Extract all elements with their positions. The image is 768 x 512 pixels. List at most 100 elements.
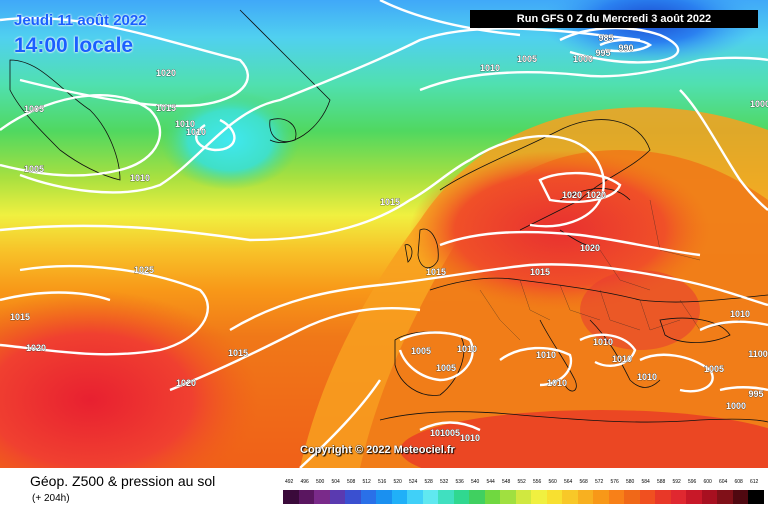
legend-swatch — [283, 490, 299, 504]
legend-tick-label: 596 — [688, 479, 697, 485]
legend-swatch — [407, 490, 423, 504]
legend-tick-label: 552 — [517, 479, 526, 485]
isobar-label: 1015 — [156, 103, 176, 113]
isobar-label: 1020 — [586, 190, 606, 200]
legend-tick-label: 532 — [440, 479, 449, 485]
isobar-label: 1020 — [176, 378, 196, 388]
legend-swatch — [438, 490, 454, 504]
legend-swatch — [314, 490, 330, 504]
legend-swatch — [298, 490, 315, 504]
legend-swatch — [717, 490, 733, 504]
isobar-label: 1010 — [593, 337, 613, 347]
legend-tick-label: 516 — [378, 479, 387, 485]
legend-swatch — [748, 490, 764, 504]
isobars — [0, 0, 768, 468]
isobar-label: 1020 — [26, 343, 46, 353]
isobar-label: 1005 — [411, 346, 431, 356]
isobar-label: 1010 — [536, 350, 556, 360]
legend-swatch — [391, 490, 408, 504]
legend-tick-label: 580 — [626, 479, 635, 485]
isobar-label: 1000 — [573, 54, 593, 64]
isobar-label: 985 — [598, 33, 613, 43]
copyright: Copyright © 2022 Meteociel.fr — [300, 444, 455, 456]
footer-title: Géop. Z500 & pression au sol — [30, 473, 216, 489]
legend-tick-label: 492 — [285, 479, 294, 485]
isobar-label: 1020 — [156, 68, 176, 78]
legend-tick-label: 508 — [347, 479, 356, 485]
legend-swatch — [376, 490, 392, 504]
legend-tick-label: 564 — [564, 479, 573, 485]
legend-tick-label: 524 — [409, 479, 418, 485]
isobar-label: 1005 — [440, 428, 460, 438]
legend-tick-label: 504 — [331, 479, 340, 485]
legend-tick-label: 568 — [579, 479, 588, 485]
legend-tick-label: 604 — [719, 479, 728, 485]
legend-swatch — [670, 490, 687, 504]
isobar-label: 990 — [618, 43, 633, 53]
legend-tick-label: 556 — [533, 479, 542, 485]
legend-tick-label: 544 — [486, 479, 495, 485]
isobar-label: 1010 — [480, 63, 500, 73]
legend-swatch — [422, 490, 439, 504]
legend-swatch — [639, 490, 656, 504]
legend-swatch — [531, 490, 547, 504]
isobar-label: 1025 — [134, 265, 154, 275]
legend-swatch — [624, 490, 640, 504]
legend-tick-label: 608 — [734, 479, 743, 485]
run-info: Run GFS 0 Z du Mercredi 3 août 2022 — [470, 10, 758, 28]
cold-area — [160, 90, 300, 190]
hot-area-atlantic — [0, 290, 260, 468]
isobar-label: 1005 — [436, 363, 456, 373]
legend-swatch — [329, 490, 346, 504]
country-borders — [479, 199, 741, 341]
isobar-label: 1010 — [430, 428, 450, 438]
legend-tick-label: 548 — [502, 479, 511, 485]
isobar-label: 1010 — [612, 354, 632, 364]
legend-tick-label: 512 — [362, 479, 371, 485]
legend-swatch — [546, 490, 563, 504]
legend-tick-label: 520 — [393, 479, 402, 485]
legend-swatch — [608, 490, 625, 504]
legend-tick-label: 528 — [424, 479, 433, 485]
isobar-label: 1000 — [750, 99, 768, 109]
legend-swatch — [655, 490, 671, 504]
legend-tick-label: 560 — [548, 479, 557, 485]
legend-tick-label: 576 — [610, 479, 619, 485]
legend-swatch — [500, 490, 516, 504]
isobar-label: 1015 — [426, 267, 446, 277]
isobar-label: 1010 — [730, 309, 750, 319]
isobar-label: 1100 — [748, 349, 768, 359]
legend-tick-label: 536 — [455, 479, 464, 485]
isobar-label: 1020 — [580, 243, 600, 253]
isobar-label: 1010 — [637, 372, 657, 382]
isobar-label: 1010 — [175, 119, 195, 129]
legend-swatch — [515, 490, 532, 504]
isobar-label: 1000 — [726, 401, 746, 411]
legend-swatch — [593, 490, 609, 504]
legend-tick-label: 588 — [657, 479, 666, 485]
isobar-label: 1005 — [24, 104, 44, 114]
isobar-label: 1010 — [186, 127, 206, 137]
forecast-date: Jeudi 11 août 2022 — [14, 12, 147, 29]
legend-tick-label: 500 — [316, 479, 325, 485]
hot-area-africa — [400, 410, 768, 468]
legend-tick-label: 584 — [641, 479, 650, 485]
legend-swatch — [562, 490, 578, 504]
legend-swatch — [453, 490, 470, 504]
legend-swatch — [577, 490, 594, 504]
forecast-time: 14:00 locale — [14, 34, 134, 57]
isobar-label: 1015 — [228, 348, 248, 358]
isobar-label: 1005 — [517, 54, 537, 64]
isobar-label: 995 — [748, 389, 763, 399]
isobar-label: 1010 — [547, 378, 567, 388]
legend-tick-label: 540 — [471, 479, 480, 485]
legend-swatch — [484, 490, 501, 504]
legend-tick-label: 496 — [300, 479, 309, 485]
isobar-label: 1010 — [457, 344, 477, 354]
isobar-label: 1010 — [130, 173, 150, 183]
legend-tick-label: 592 — [672, 479, 681, 485]
legend-swatch — [469, 490, 485, 504]
